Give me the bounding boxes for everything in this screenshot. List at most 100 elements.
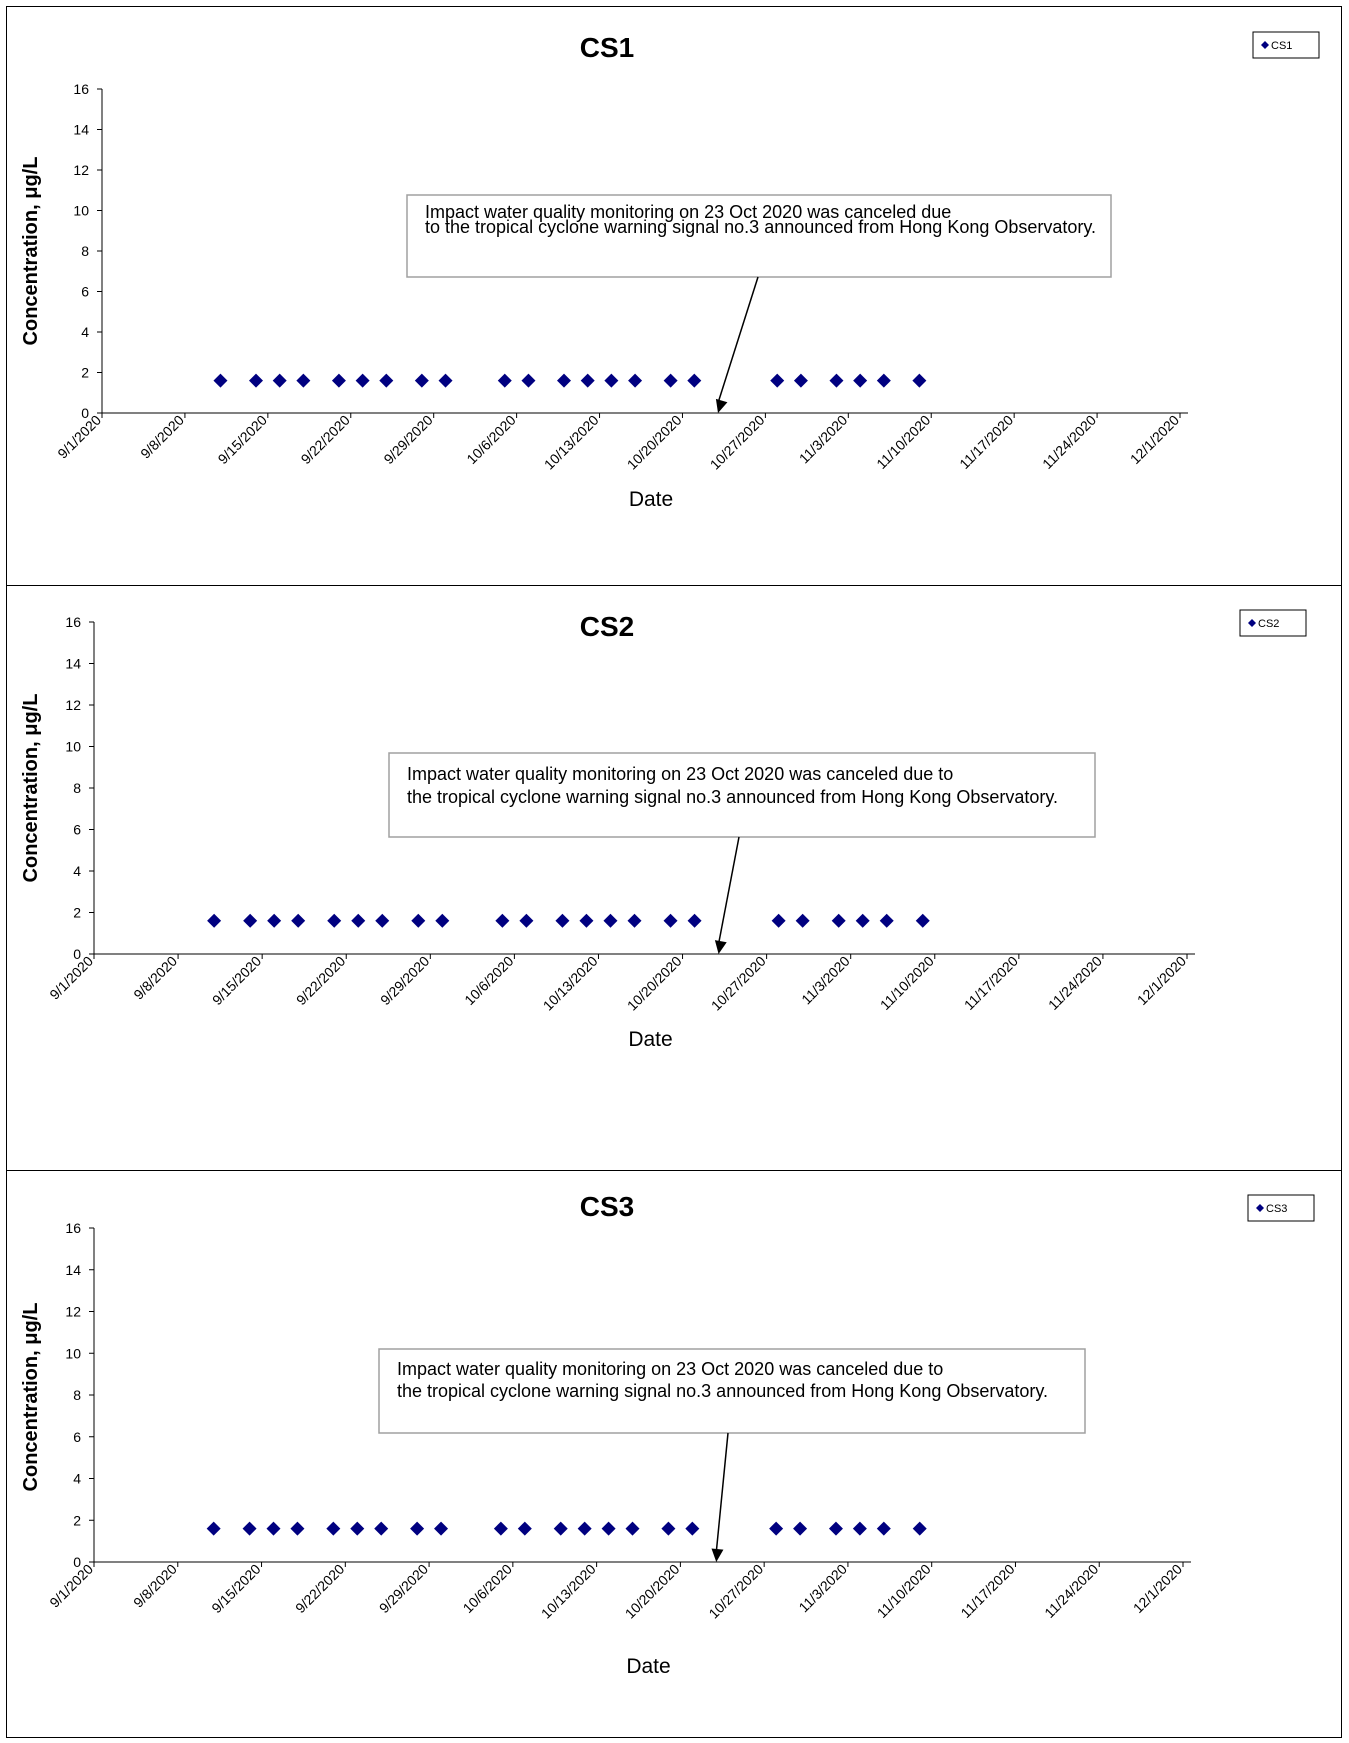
x-tick-label: 11/17/2020: [961, 953, 1021, 1013]
x-tick-label: 9/15/2020: [208, 1561, 264, 1617]
chart-panel-cs3: CS3 0 2 4 6 8 10 12 14 16 9/1/2020 9/8/2020 9/15/202…: [6, 1170, 1342, 1738]
data-point: [688, 914, 702, 928]
data-point: [213, 374, 227, 388]
x-tick-label: 12/1/2020: [1130, 1561, 1186, 1617]
x-tick-label: 9/22/2020: [292, 1561, 348, 1617]
x-tick-label: 9/8/2020: [130, 1561, 180, 1611]
data-point: [296, 374, 310, 388]
data-point: [291, 914, 305, 928]
data-point: [207, 1522, 221, 1536]
y-tick-label: 4: [81, 324, 89, 340]
chart-panel-cs1: CS1 0 2 4 6 8 10 12 14 16 9/1/2020 9/8/2020 9/15/202…: [6, 6, 1342, 586]
data-point: [687, 374, 701, 388]
y-axis-label: Concentration, μg/L: [20, 1303, 42, 1492]
y-tick-label: 12: [65, 1304, 81, 1320]
x-tick-label: 9/15/2020: [209, 953, 265, 1009]
annotation-arrow-line: [716, 1433, 728, 1552]
chart-panel-cs2: CS2 0 2 4 6 8 10 12 14 16 9/1/2020 9/8/2020 9/15/202…: [6, 585, 1342, 1171]
x-tick-label: 12/1/2020: [1134, 953, 1190, 1009]
x-tick-label: 9/8/2020: [130, 953, 180, 1003]
data-point: [581, 374, 595, 388]
y-tick-label: 2: [81, 365, 89, 381]
chart-svg-cs1: CS1 0 2 4 6 8 10 12 14 16 9/1/2020 9/8/2020 9/15/202…: [7, 7, 1343, 587]
x-tick-label: 11/3/2020: [798, 953, 853, 1008]
x-tick-label: 10/20/2020: [622, 1561, 683, 1622]
data-point: [877, 1522, 891, 1536]
x-tick-label: 11/3/2020: [796, 412, 851, 467]
data-point: [243, 914, 257, 928]
x-tick-label: 9/1/2020: [46, 953, 96, 1003]
data-point: [796, 914, 810, 928]
x-tick-label: 10/6/2020: [461, 953, 517, 1009]
data-point: [557, 374, 571, 388]
annotation-arrow-line: [719, 837, 739, 944]
x-tick-label: 9/22/2020: [298, 412, 354, 468]
data-point: [327, 914, 341, 928]
x-axis-label: Date: [628, 1028, 672, 1051]
x-axis-label: Date: [626, 1655, 670, 1678]
y-tick-label: 12: [65, 697, 81, 713]
x-tick-label: 10/13/2020: [538, 1561, 599, 1622]
data-point: [332, 374, 346, 388]
data-point: [356, 374, 370, 388]
x-tick-label: 10/27/2020: [707, 412, 768, 473]
y-tick-label: 14: [65, 1262, 81, 1278]
data-point: [351, 914, 365, 928]
data-point: [249, 374, 263, 388]
y-tick-label: 10: [73, 203, 89, 219]
data-point: [579, 914, 593, 928]
data-point: [856, 914, 870, 928]
data-point: [495, 914, 509, 928]
y-axis-label: Concentration, μg/L: [20, 157, 42, 346]
data-point: [379, 374, 393, 388]
data-point: [770, 374, 784, 388]
data-point: [793, 1522, 807, 1536]
legend-label: CS3: [1266, 1203, 1287, 1215]
data-point: [661, 1522, 675, 1536]
data-point: [628, 374, 642, 388]
data-point: [877, 374, 891, 388]
data-point: [411, 914, 425, 928]
data-point: [829, 1522, 843, 1536]
y-tick-label: 8: [81, 243, 89, 259]
data-point: [626, 1522, 640, 1536]
data-point: [498, 374, 512, 388]
y-tick-label: 6: [73, 822, 81, 838]
annotation-arrow-head: [711, 1549, 723, 1562]
chart-title: CS2: [580, 611, 634, 642]
data-point: [555, 914, 569, 928]
annotation-arrow-head: [716, 399, 728, 413]
y-tick-label: 16: [65, 1220, 81, 1236]
data-point: [494, 1522, 508, 1536]
x-tick-label: 10/20/2020: [624, 412, 685, 473]
data-point: [603, 914, 617, 928]
x-tick-label: 9/15/2020: [215, 412, 271, 468]
data-point: [832, 914, 846, 928]
data-point: [521, 374, 535, 388]
data-point: [912, 374, 926, 388]
y-axis-label: Concentration, μg/L: [20, 694, 42, 883]
y-tick-label: 6: [81, 284, 89, 300]
data-point: [243, 1522, 257, 1536]
x-axis-label: Date: [629, 488, 673, 511]
x-tick-label: 11/17/2020: [956, 412, 1016, 472]
data-point: [664, 374, 678, 388]
chart-svg-cs2: CS2 0 2 4 6 8 10 12 14 16 9/1/2020 9/8/2020 9/15/202…: [7, 586, 1343, 1172]
data-point: [374, 1522, 388, 1536]
x-tick-label: 11/10/2020: [873, 412, 933, 472]
data-point: [439, 374, 453, 388]
data-point: [207, 914, 221, 928]
annotation-arrow-line: [718, 277, 758, 403]
data-point: [410, 1522, 424, 1536]
data-point: [519, 914, 533, 928]
data-point: [794, 374, 808, 388]
x-tick-label: 10/27/2020: [708, 953, 769, 1014]
x-tick-label: 9/8/2020: [137, 412, 187, 462]
x-tick-label: 11/3/2020: [795, 1561, 850, 1616]
y-tick-label: 2: [73, 905, 81, 921]
data-point: [554, 1522, 568, 1536]
chart-svg-cs3: CS3 0 2 4 6 8 10 12 14 16 9/1/2020 9/8/2020 9/15/202…: [7, 1171, 1343, 1739]
x-tick-label: 10/13/2020: [541, 412, 602, 473]
x-tick-label: 11/24/2020: [1045, 953, 1105, 1013]
chart-title: CS3: [580, 1191, 634, 1222]
